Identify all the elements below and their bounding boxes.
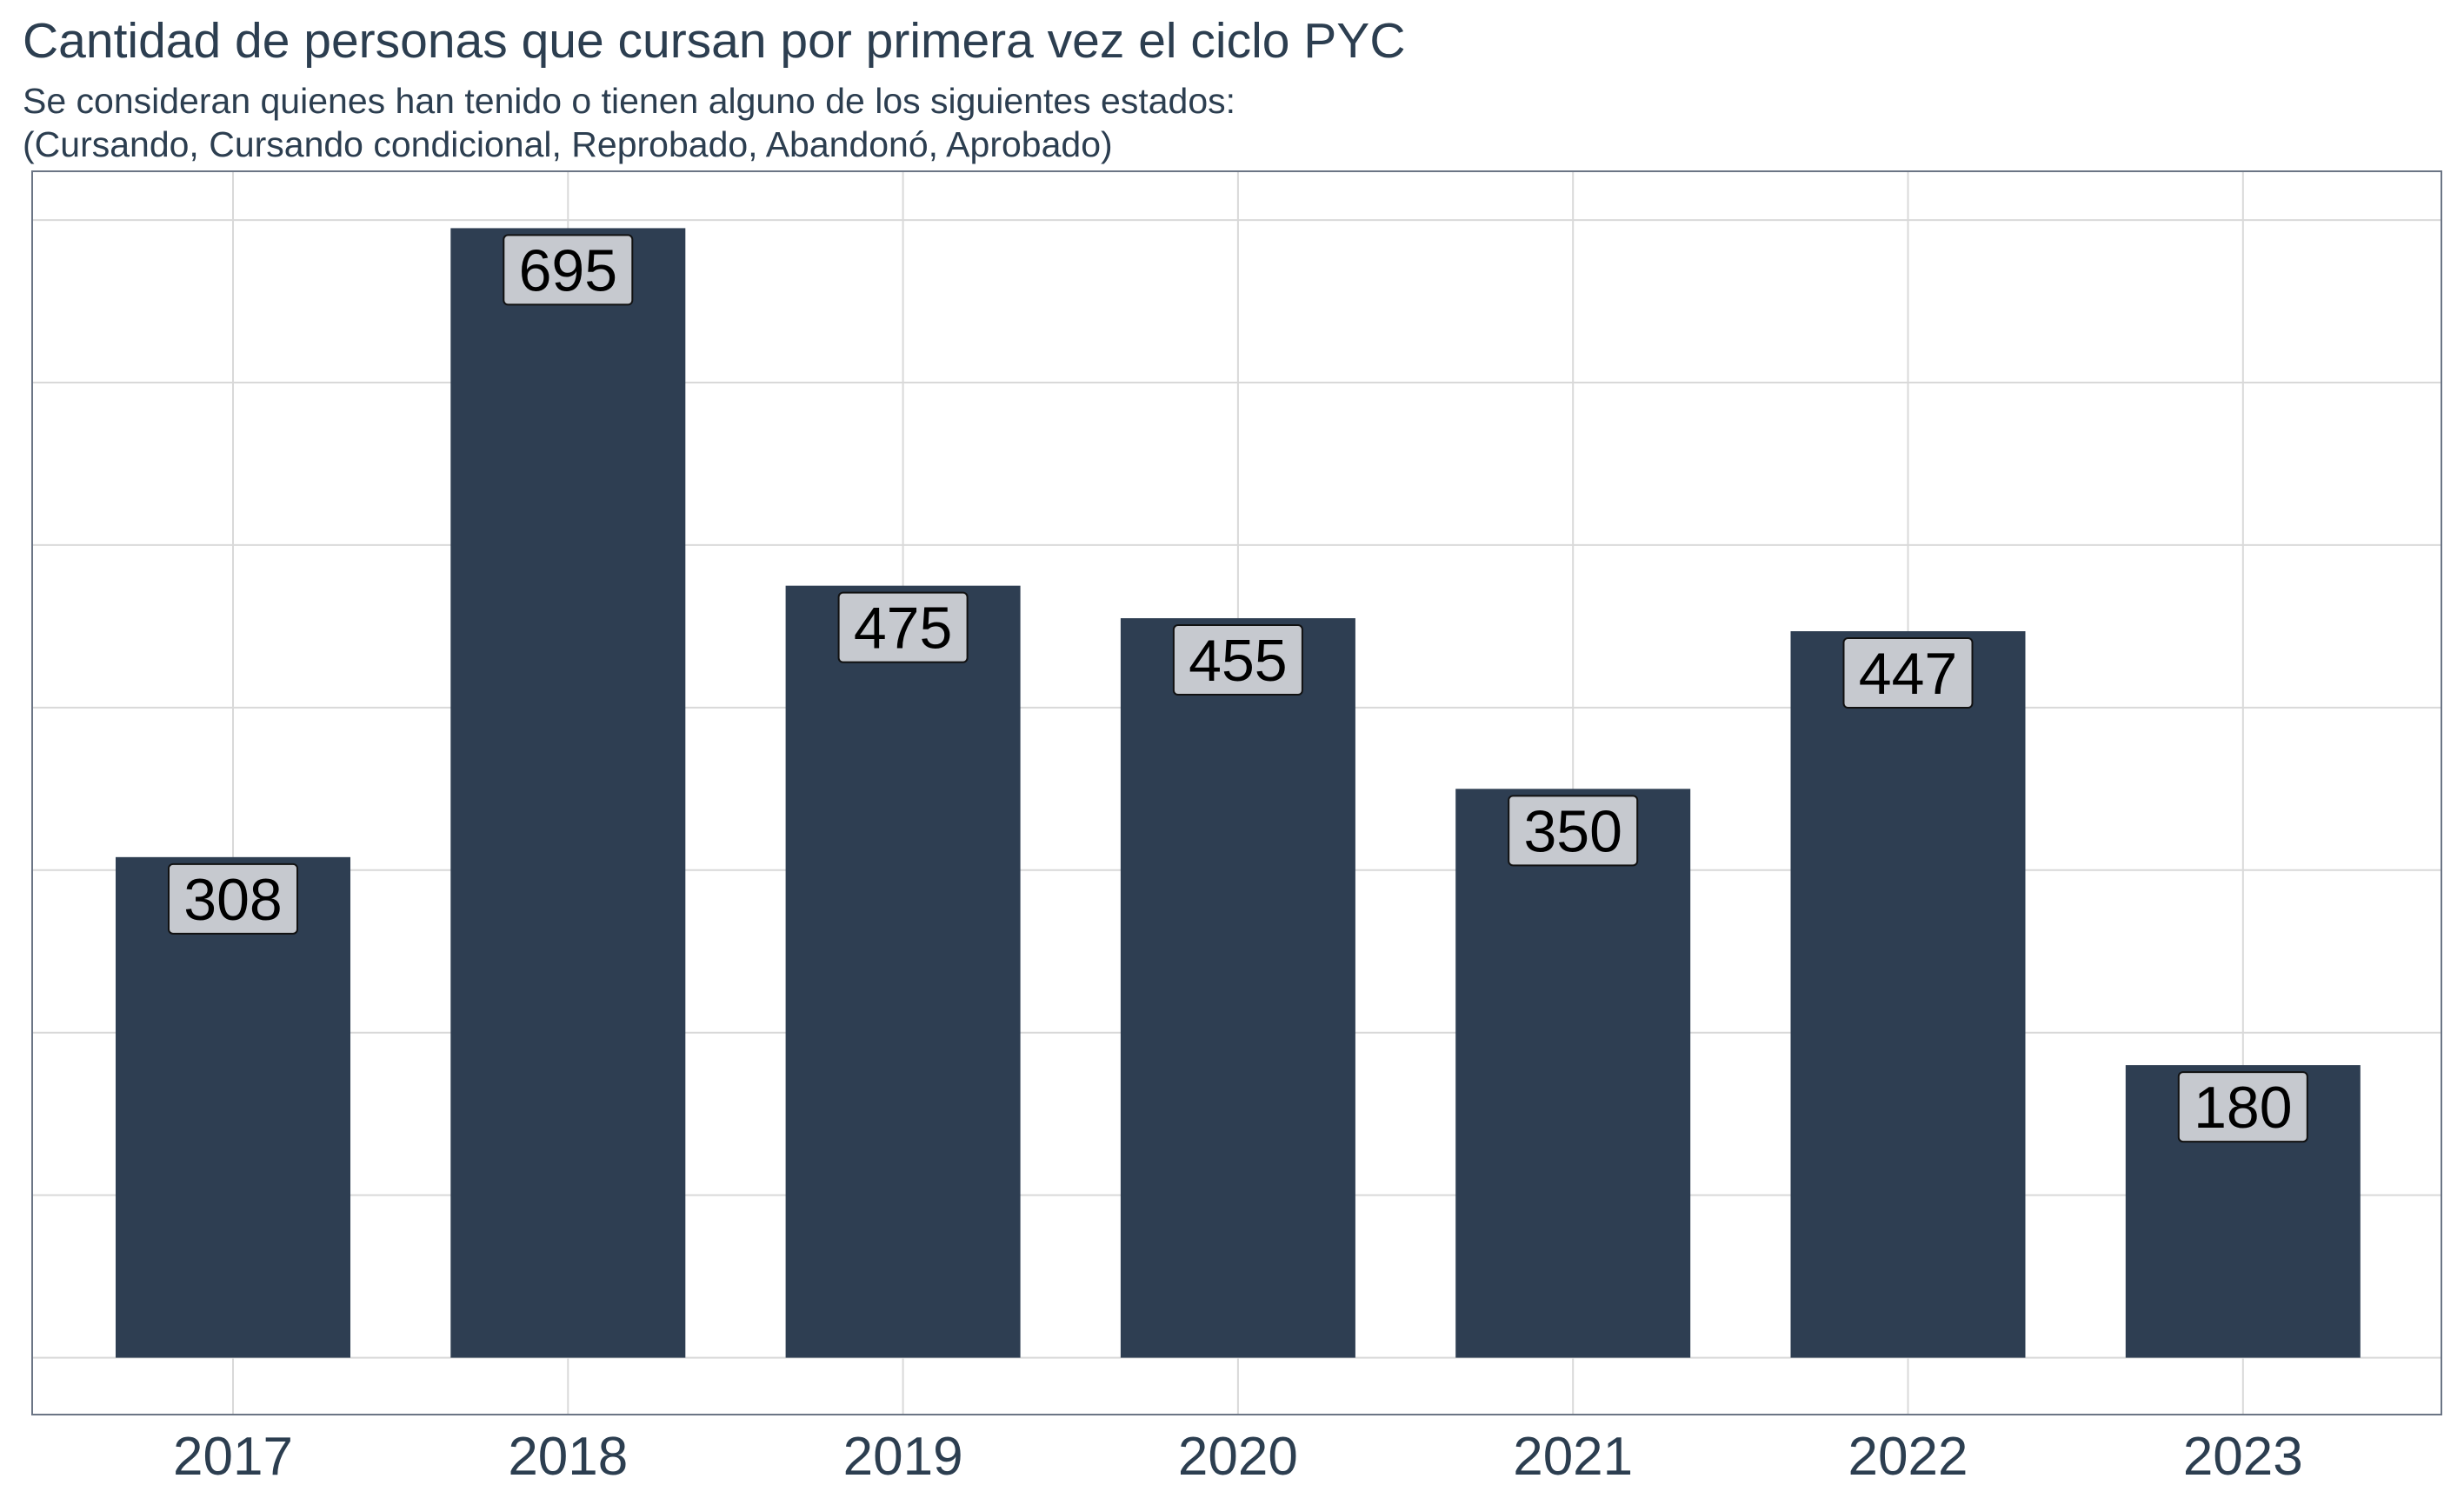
data-label-box xyxy=(1172,624,1303,696)
bar xyxy=(1455,789,1691,1358)
data-label-box xyxy=(503,234,634,306)
data-label-box xyxy=(168,862,298,935)
x-tick-label: 2019 xyxy=(843,1427,963,1487)
plot-panel-border xyxy=(31,170,2442,1415)
data-label-box xyxy=(837,591,969,663)
x-tick-label: 2018 xyxy=(508,1427,628,1487)
data-label: 475 xyxy=(854,596,952,662)
data-label: 180 xyxy=(2194,1075,2292,1141)
x-tick-label: 2020 xyxy=(1178,1427,1298,1487)
x-axis: 2017 2018 2019 2020 2021 2022 2023 xyxy=(173,1427,2303,1487)
chart-title: Cantidad de personas que cursan por prim… xyxy=(23,13,1406,69)
data-label: 350 xyxy=(1523,798,1622,864)
bar xyxy=(1790,631,2026,1358)
bar xyxy=(1120,618,1355,1358)
bar xyxy=(450,228,686,1358)
data-label-box xyxy=(1508,795,1639,867)
x-tick-label: 2022 xyxy=(1848,1427,1968,1487)
x-tick-label: 2023 xyxy=(2183,1427,2303,1487)
chart-subtitle-line-1: Se consideran quienes han tenido o tiene… xyxy=(23,81,1236,121)
bars xyxy=(116,228,2361,1358)
data-label: 447 xyxy=(1859,641,1957,707)
data-label: 455 xyxy=(1189,628,1287,694)
data-label: 308 xyxy=(183,867,282,933)
chart-subtitle-line-2: (Cursando, Cursando condicional, Reproba… xyxy=(23,124,1113,164)
data-label-box xyxy=(1842,637,1974,709)
bar xyxy=(785,585,1021,1358)
x-tick-label: 2021 xyxy=(1513,1427,1633,1487)
data-labels: 308 695 475 455 350 447 180 xyxy=(168,234,2308,1143)
data-label-box xyxy=(2177,1071,2308,1143)
bar xyxy=(116,856,350,1358)
data-label: 695 xyxy=(519,237,617,303)
x-tick-label: 2017 xyxy=(173,1427,293,1487)
